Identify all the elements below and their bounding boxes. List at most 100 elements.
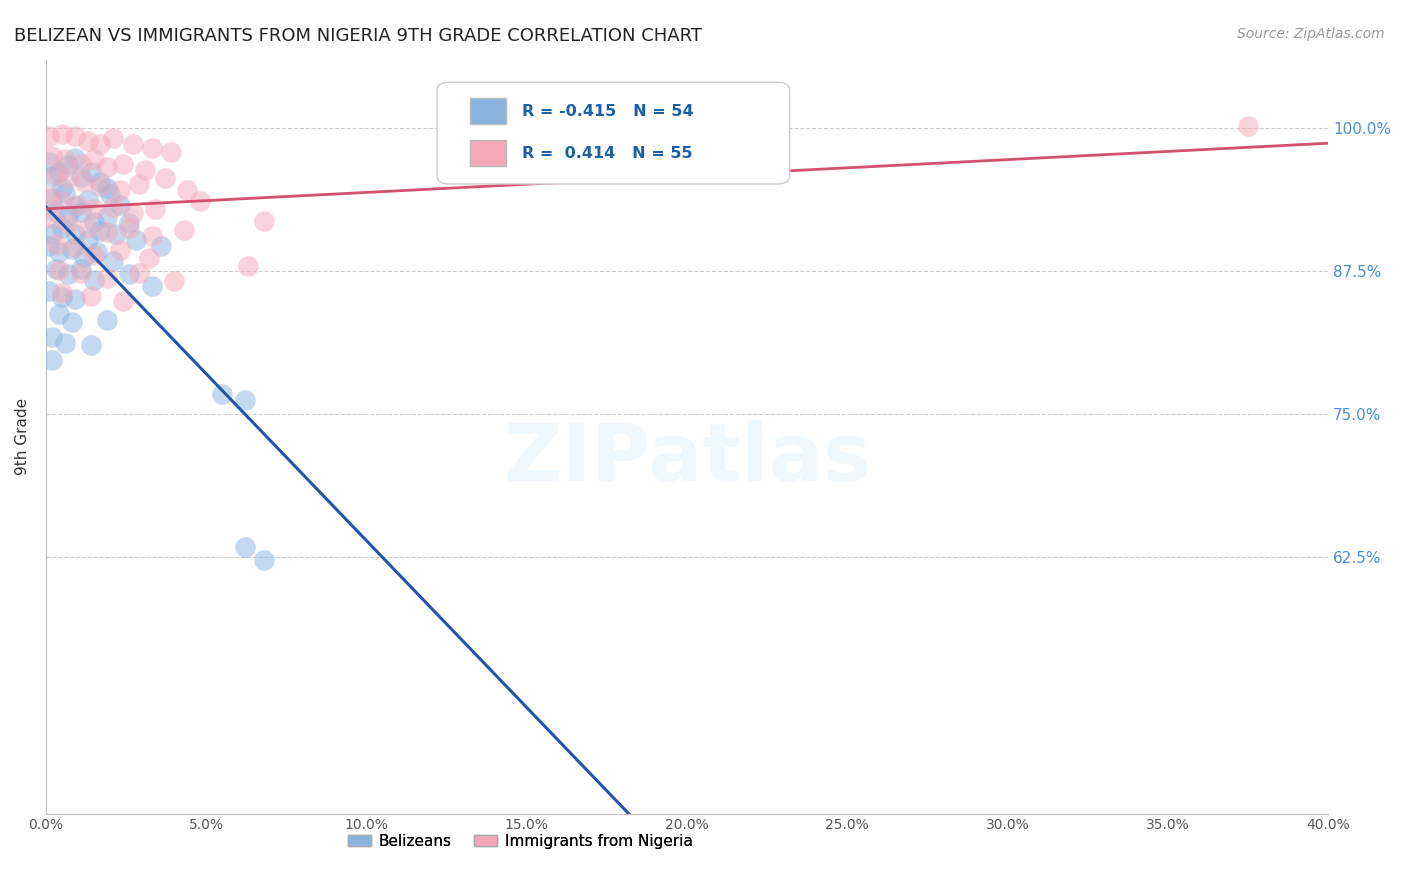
Point <box>96 270 118 285</box>
Point <box>63 151 86 165</box>
Point <box>48 244 70 259</box>
Point <box>128 266 150 280</box>
Text: BELIZEAN VS IMMIGRANTS FROM NIGERIA 9TH GRADE CORRELATION CHART: BELIZEAN VS IMMIGRANTS FROM NIGERIA 9TH … <box>14 27 702 45</box>
Point <box>96 313 118 327</box>
Point <box>176 183 198 197</box>
Point <box>96 211 118 225</box>
Point <box>60 242 83 256</box>
Point <box>53 335 76 350</box>
Text: R =  0.414   N = 55: R = 0.414 N = 55 <box>522 145 692 161</box>
Point <box>51 194 73 209</box>
Point <box>51 220 73 235</box>
Point <box>153 171 176 186</box>
Point <box>63 129 86 144</box>
Point <box>108 197 131 211</box>
Point <box>70 156 93 170</box>
Point <box>125 233 148 247</box>
Legend: Belizeans, Immigrants from Nigeria: Belizeans, Immigrants from Nigeria <box>342 828 699 855</box>
Point <box>83 215 105 229</box>
Point <box>96 225 118 239</box>
Point <box>80 338 103 352</box>
Point <box>58 158 80 172</box>
Point <box>134 163 156 178</box>
Text: R = -0.415   N = 54: R = -0.415 N = 54 <box>522 104 693 119</box>
Point <box>58 217 80 231</box>
Point <box>163 274 186 288</box>
Point <box>41 192 63 206</box>
Point <box>60 315 83 329</box>
Point <box>45 261 67 276</box>
Point <box>150 239 173 253</box>
Point <box>111 156 134 170</box>
Point <box>89 179 111 194</box>
Point <box>108 244 131 258</box>
Point <box>70 266 93 280</box>
Point <box>118 216 141 230</box>
FancyBboxPatch shape <box>471 98 506 125</box>
Y-axis label: 9th Grade: 9th Grade <box>15 398 30 475</box>
Point <box>121 205 143 219</box>
Point <box>96 180 118 194</box>
Point <box>118 220 141 235</box>
Point <box>48 164 70 178</box>
Point <box>38 239 60 253</box>
Point <box>80 164 103 178</box>
Text: Source: ZipAtlas.com: Source: ZipAtlas.com <box>1237 27 1385 41</box>
Point <box>38 129 60 144</box>
Point <box>70 261 93 276</box>
Point <box>98 187 121 202</box>
Point <box>118 268 141 282</box>
Point <box>83 248 105 262</box>
Text: ZIPatlas: ZIPatlas <box>503 420 872 499</box>
Point <box>211 387 233 401</box>
Point <box>38 285 60 299</box>
Point <box>70 170 93 185</box>
Point <box>89 137 111 152</box>
FancyBboxPatch shape <box>437 82 790 184</box>
Point <box>63 240 86 254</box>
Point <box>51 180 73 194</box>
Point <box>253 213 276 227</box>
Point <box>41 169 63 183</box>
Point <box>48 307 70 321</box>
Point <box>121 137 143 152</box>
Point <box>89 224 111 238</box>
Point <box>63 227 86 242</box>
Point <box>89 175 111 189</box>
Point <box>253 553 276 567</box>
Point <box>48 262 70 277</box>
Point <box>73 175 96 189</box>
Point <box>45 168 67 182</box>
Point <box>1237 119 1260 133</box>
Point <box>41 148 63 162</box>
Point <box>86 244 108 259</box>
Point <box>41 330 63 344</box>
Point <box>73 250 96 264</box>
Point <box>103 200 125 214</box>
Point <box>141 278 163 293</box>
Point <box>76 220 98 235</box>
Point <box>51 127 73 141</box>
Point <box>173 223 195 237</box>
Point <box>141 140 163 154</box>
Point <box>83 202 105 217</box>
Point <box>41 211 63 226</box>
Point <box>83 273 105 287</box>
Point <box>96 160 118 174</box>
Point <box>38 155 60 169</box>
Point <box>105 227 128 242</box>
Point <box>83 152 105 166</box>
Point <box>141 228 163 243</box>
Point <box>51 285 73 300</box>
Point <box>103 131 125 145</box>
Point <box>138 252 160 266</box>
Point <box>233 541 256 555</box>
Point <box>45 236 67 251</box>
Point <box>143 202 166 217</box>
Point <box>80 289 103 303</box>
Point <box>58 209 80 223</box>
Point <box>108 183 131 197</box>
Point <box>41 353 63 368</box>
Point <box>233 392 256 407</box>
Point <box>38 188 60 202</box>
